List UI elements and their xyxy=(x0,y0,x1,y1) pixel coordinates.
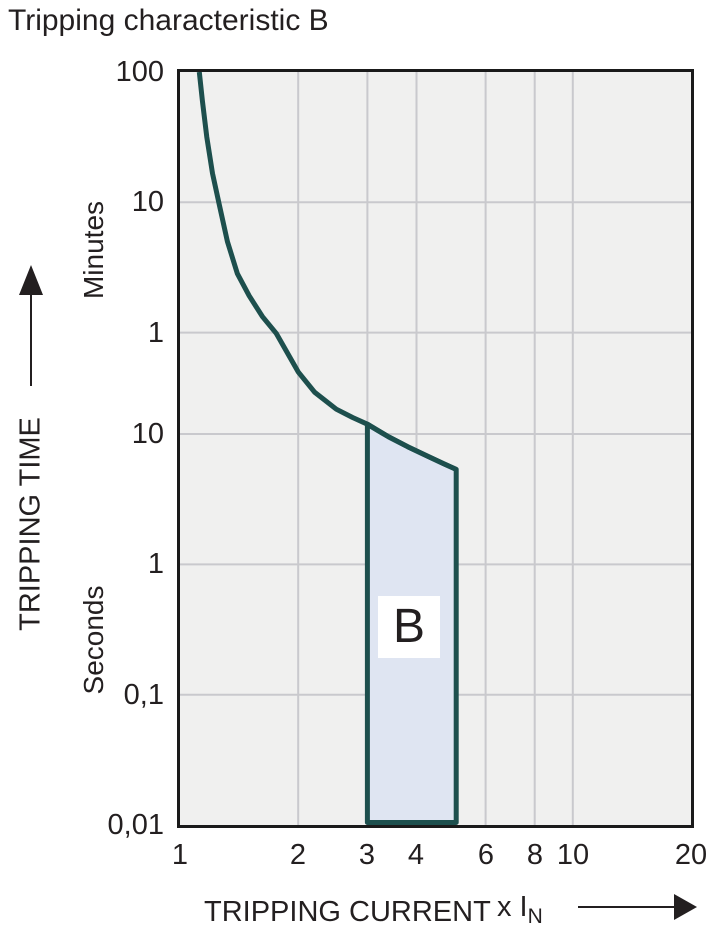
x-tick-label: 20 xyxy=(674,839,708,871)
arrow-right-icon xyxy=(674,894,697,920)
chart-plot-area: B xyxy=(177,69,694,828)
y-tick-label: 0,01 xyxy=(107,809,164,841)
x-axis-arrow-line xyxy=(578,906,676,908)
y-tick-label: 1 xyxy=(147,548,164,580)
trip-curve xyxy=(196,72,458,472)
y-tick-label: 1 xyxy=(147,317,164,349)
y-tick-label: 10 xyxy=(131,186,164,218)
x-axis-multiplier: x IN xyxy=(497,891,543,927)
y-axis-title: TRIPPING TIME xyxy=(14,417,47,631)
y-tick-label: 10 xyxy=(131,418,164,450)
y-axis-arrow-line xyxy=(30,294,32,386)
b-region-label: B xyxy=(393,600,426,654)
x-tick-label: 6 xyxy=(477,839,495,871)
x-axis-title: TRIPPING CURRENT xyxy=(204,896,491,928)
figure-title: Tripping characteristic B xyxy=(8,4,329,37)
x-tick-label: 4 xyxy=(407,839,425,871)
x-tick-label: 10 xyxy=(556,839,590,871)
x-axis-multiplier-text: x I xyxy=(497,891,528,923)
b-region-label-box: B xyxy=(378,596,441,659)
x-axis-multiplier-subscript: N xyxy=(527,904,543,928)
y-tick-label: 0,1 xyxy=(123,679,164,711)
x-tick-label: 3 xyxy=(358,839,376,871)
x-tick-label: 8 xyxy=(526,839,544,871)
x-tick-label: 1 xyxy=(171,839,189,871)
y-tick-label: 100 xyxy=(115,56,164,88)
y-axis-unit-seconds: Seconds xyxy=(78,585,109,695)
arrow-up-icon xyxy=(19,265,43,295)
y-axis-unit-minutes: Minutes xyxy=(78,200,109,300)
chart-svg xyxy=(180,72,691,825)
x-tick-label: 2 xyxy=(289,839,307,871)
